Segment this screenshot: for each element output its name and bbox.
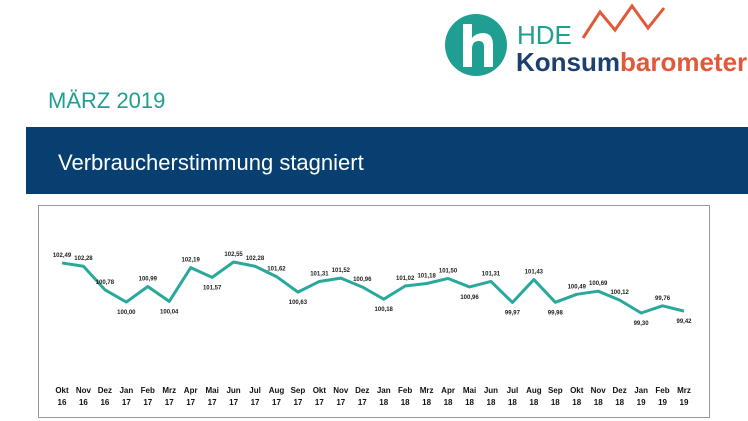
logo-word-1: Konsum — [516, 47, 620, 77]
value-label: 101,31 — [482, 271, 501, 277]
banner — [26, 127, 748, 194]
x-tick-label: Nov 17 — [333, 386, 349, 407]
x-tick-label: Jan 18 — [376, 386, 391, 407]
value-label: 99,76 — [655, 296, 671, 302]
x-tick-label: Nov 16 — [75, 386, 91, 407]
x-tick-label: Aug 18 — [526, 386, 542, 407]
logo-word: Konsumbarometer — [516, 47, 747, 77]
value-label: 102,49 — [53, 253, 72, 259]
x-tick-label: Okt 17 — [312, 386, 327, 407]
value-label: 99,97 — [505, 310, 521, 316]
x-tick-label: Sep 18 — [547, 386, 563, 407]
value-label: 101,02 — [396, 276, 415, 282]
value-label: 100,18 — [375, 307, 394, 313]
value-label: 102,28 — [74, 256, 93, 262]
value-label: 101,62 — [267, 267, 286, 273]
x-tick-label: Dez 18 — [612, 386, 627, 407]
value-label: 101,31 — [310, 271, 329, 277]
value-label: 100,99 — [139, 276, 158, 282]
value-label: 100,96 — [353, 277, 372, 283]
x-tick-label: Jun 18 — [483, 386, 499, 407]
x-tick-label: Jul 18 — [506, 386, 519, 407]
x-tick-label: Mrz 19 — [677, 386, 691, 407]
x-tick-label: Jan 19 — [634, 386, 648, 407]
date: MÄRZ 2019 — [48, 88, 165, 113]
x-tick-label: Okt 16 — [55, 386, 69, 407]
logo-word-2: barometer — [620, 47, 747, 77]
value-label: 102,55 — [224, 252, 243, 258]
x-tick-label: Mrz 18 — [419, 386, 434, 407]
value-label: 100,04 — [160, 309, 179, 315]
x-tick-label: Mrz 17 — [162, 386, 177, 407]
value-label: 101,18 — [417, 273, 436, 279]
x-tick-label: Okt 18 — [570, 386, 584, 407]
x-tick-label: Feb 18 — [398, 386, 413, 407]
banner-title: Verbraucherstimmung stagniert — [58, 150, 364, 175]
x-tick-label: Jan 17 — [119, 386, 134, 407]
logo-icon — [445, 14, 507, 76]
value-label: 101,57 — [203, 285, 222, 291]
chart-frame — [38, 205, 710, 418]
value-label: 99,98 — [548, 310, 564, 316]
x-tick-label: Sep 17 — [290, 386, 306, 407]
value-label: 100,49 — [568, 284, 587, 290]
x-tick-label: Mai 17 — [205, 386, 219, 407]
value-label: 102,19 — [182, 258, 201, 264]
x-tick-label: Jul 17 — [249, 386, 261, 407]
x-tick-label: Apr 18 — [441, 386, 455, 407]
plot: 102,49102,28100,78100,00100,99100,04102,… — [53, 252, 692, 327]
value-label: 100,78 — [96, 280, 115, 286]
value-label: 99,30 — [634, 321, 650, 327]
value-label: 100,69 — [589, 281, 608, 287]
value-label: 100,96 — [460, 295, 479, 301]
value-label: 100,63 — [289, 300, 308, 306]
value-label: 102,28 — [246, 256, 265, 262]
value-label: 101,50 — [439, 268, 458, 274]
x-tick-label: Dez 17 — [355, 386, 370, 407]
x-tick-label: Aug 17 — [268, 386, 285, 407]
x-tick-label: Dez 16 — [97, 386, 112, 407]
value-label: 99,42 — [676, 319, 692, 325]
logo-zigzag — [581, 3, 666, 39]
x-tick-label: Feb 17 — [140, 386, 155, 407]
x-tick-label: Feb 19 — [655, 386, 670, 407]
value-label: 100,00 — [117, 310, 136, 316]
x-tick-label: Mai 18 — [462, 386, 477, 407]
x-tick-label: Jun 17 — [226, 386, 241, 407]
logo-brand: HDE — [517, 20, 572, 50]
line — [61, 260, 685, 315]
x-tick-label: Nov 18 — [590, 386, 606, 407]
value-label: 101,43 — [525, 270, 544, 276]
value-label: 100,12 — [610, 290, 629, 296]
logo-h — [463, 24, 493, 67]
value-label: 101,52 — [332, 268, 351, 274]
x-tick-label: Apr 17 — [183, 386, 198, 407]
